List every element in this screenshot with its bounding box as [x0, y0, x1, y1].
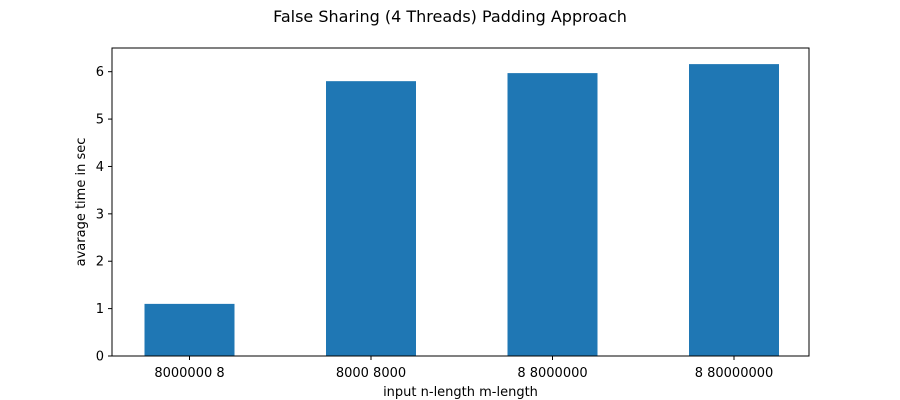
plot-frame — [111, 47, 810, 357]
y-tick-label: 3 — [96, 207, 104, 222]
y-axis: 0 1 2 3 4 5 6 — [96, 65, 112, 365]
y-tick-label: 6 — [96, 65, 104, 80]
y-tick-label: 1 — [96, 302, 104, 317]
chart-title: False Sharing (4 Threads) Padding Approa… — [273, 7, 627, 26]
y-tick-label: 0 — [96, 350, 104, 365]
x-tick-label: 8 8000000 — [517, 366, 587, 381]
bar-2 — [326, 81, 416, 357]
y-tick-label: 4 — [96, 160, 104, 175]
x-tick-label: 8 80000000 — [695, 366, 774, 381]
bars-group — [144, 64, 779, 357]
bar-1 — [144, 303, 235, 356]
y-tick-label: 5 — [96, 113, 104, 128]
bar-3 — [507, 73, 598, 357]
x-axis: 8000000 8 8000 8000 8 8000000 8 80000000 — [154, 356, 773, 381]
x-tick-label: 8000000 8 — [154, 366, 224, 381]
y-axis-label: avarage time in sec — [74, 138, 89, 267]
x-tick-label: 8000 8000 — [336, 366, 406, 381]
y-tick-label: 2 — [96, 255, 104, 270]
x-axis-label: input n-length m-length — [383, 385, 538, 400]
bar-4 — [689, 64, 779, 356]
